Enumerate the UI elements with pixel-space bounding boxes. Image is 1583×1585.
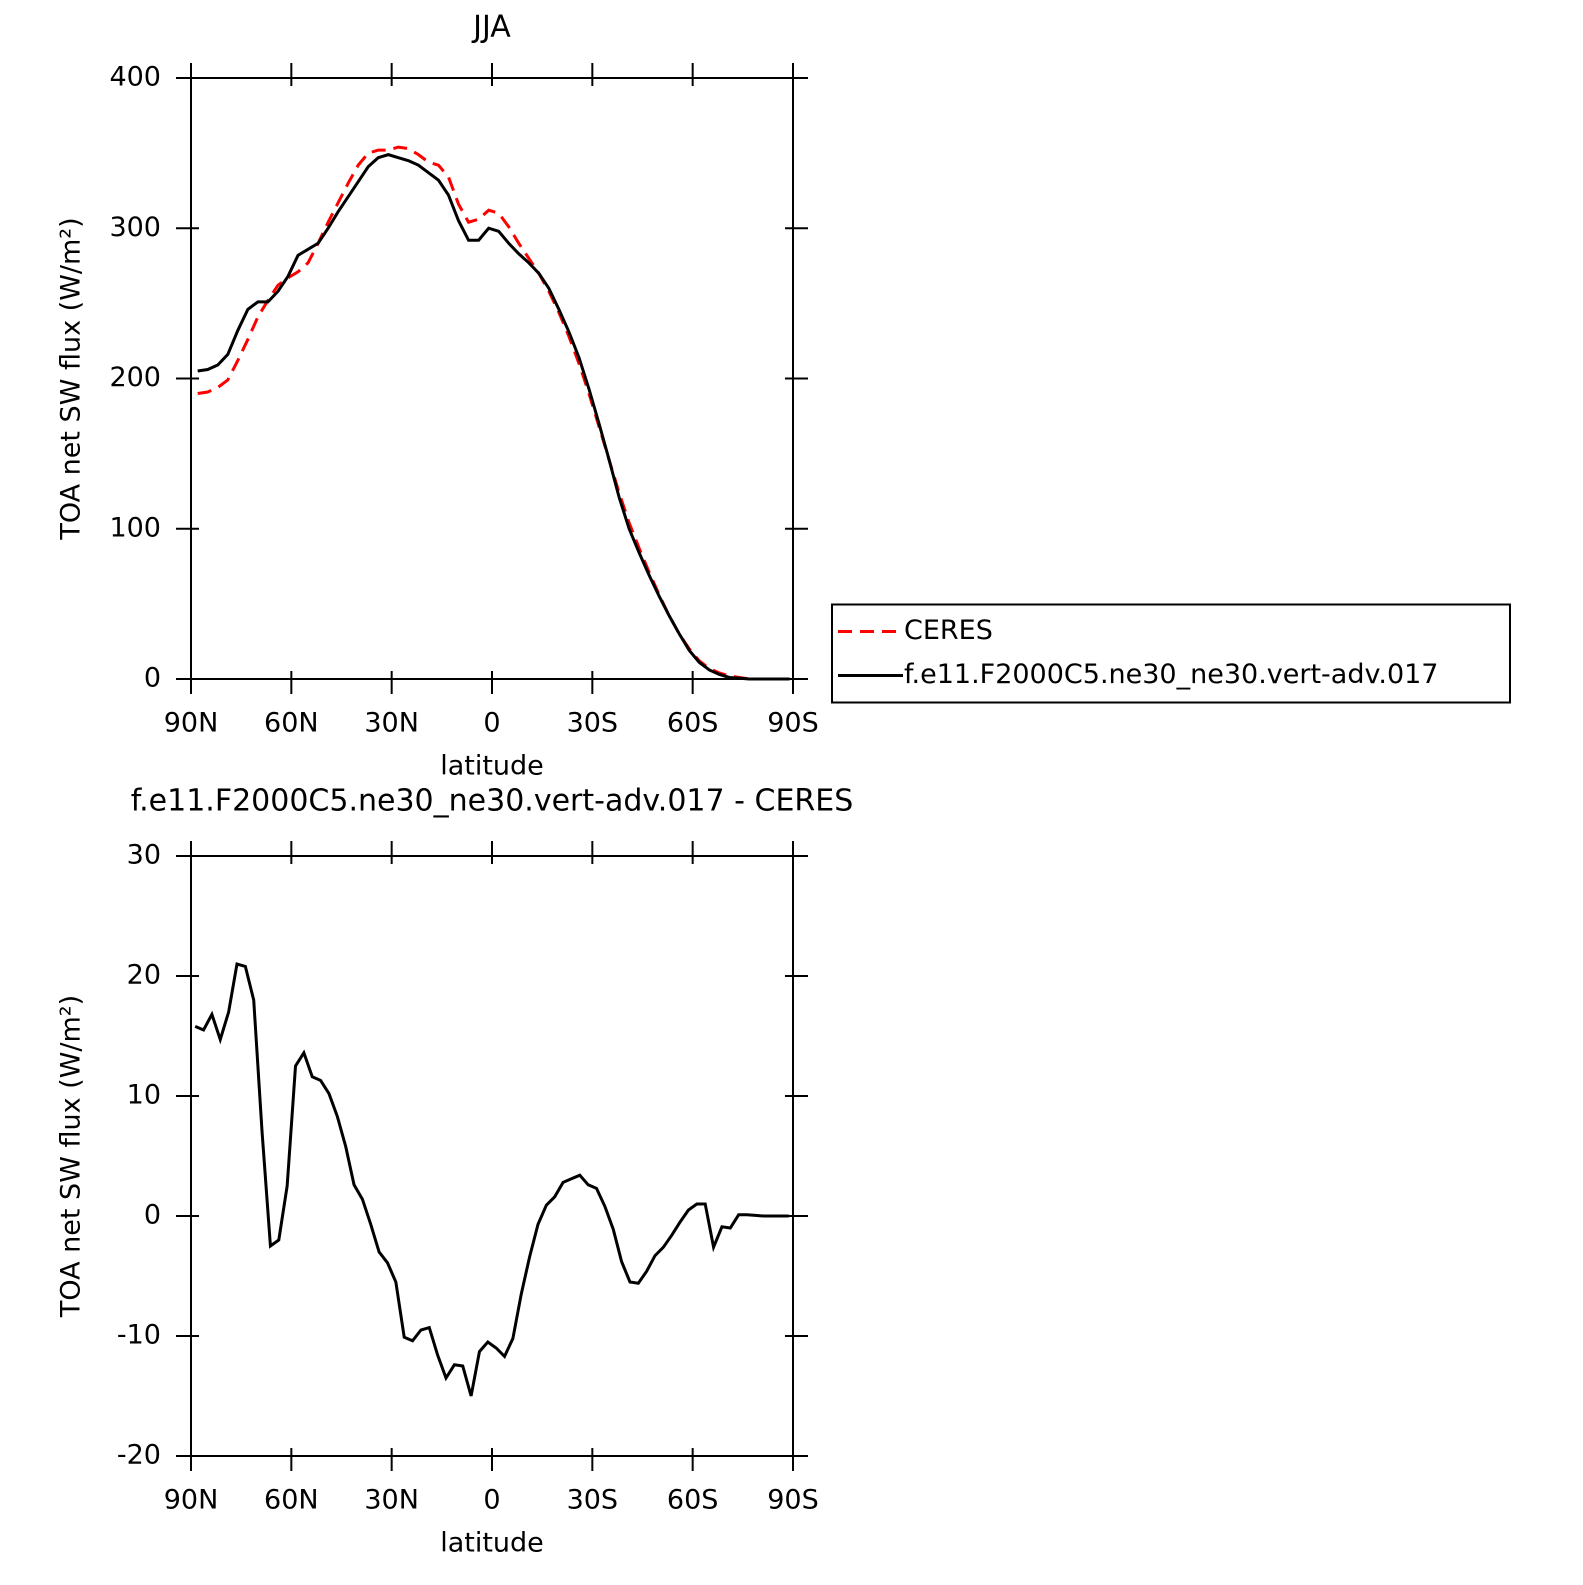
x-axis-label: latitude — [440, 1528, 544, 1559]
y-tick-label: 400 — [109, 62, 161, 93]
y-tick-label: -20 — [117, 1440, 161, 1471]
y-tick-label: 300 — [109, 212, 161, 243]
x-tick-label: 90S — [767, 1485, 819, 1516]
y-tick-label: 20 — [127, 960, 161, 991]
x-tick-label: 60N — [264, 1485, 319, 1516]
y-tick-label: 30 — [127, 840, 161, 871]
x-tick-label: 60S — [667, 708, 719, 739]
data-line — [197, 145, 790, 681]
x-tick-label: 0 — [483, 1485, 500, 1516]
x-tick-label: 90N — [164, 1485, 219, 1516]
x-tick-label: 60S — [667, 1485, 719, 1516]
x-tick-label: 60N — [264, 708, 319, 739]
x-tick-label: 0 — [483, 708, 500, 739]
x-axis-label: latitude — [440, 751, 544, 782]
y-tick-label: -10 — [117, 1320, 161, 1351]
x-tick-label: 90S — [767, 708, 819, 739]
chart-title: f.e11.F2000C5.ne30_ne30.vert-adv.017 - C… — [131, 784, 854, 819]
y-tick-label: 100 — [109, 512, 161, 543]
y-tick-label: 200 — [109, 362, 161, 393]
y-axis-label: TOA net SW flux (W/m²) — [56, 217, 87, 540]
y-tick-label: 0 — [144, 1200, 161, 1231]
x-tick-label: 30S — [567, 708, 619, 739]
x-tick-label: 30N — [364, 1485, 419, 1516]
y-tick-label: 0 — [144, 663, 161, 694]
data-line — [194, 962, 789, 1397]
plot-frame — [190, 77, 794, 680]
chart-title: JJA — [471, 10, 511, 45]
legend-label: f.e11.F2000C5.ne30_ne30.vert-adv.017 — [904, 659, 1438, 690]
legend-box — [831, 603, 1511, 704]
x-tick-label: 30S — [567, 1485, 619, 1516]
y-tick-label: 10 — [127, 1080, 161, 1111]
plot-frame — [190, 855, 794, 1457]
y-axis-label: TOA net SW flux (W/m²) — [56, 995, 87, 1318]
legend-label: CERES — [904, 615, 993, 646]
data-line — [197, 153, 790, 681]
x-tick-label: 30N — [364, 708, 419, 739]
x-tick-label: 90N — [164, 708, 219, 739]
